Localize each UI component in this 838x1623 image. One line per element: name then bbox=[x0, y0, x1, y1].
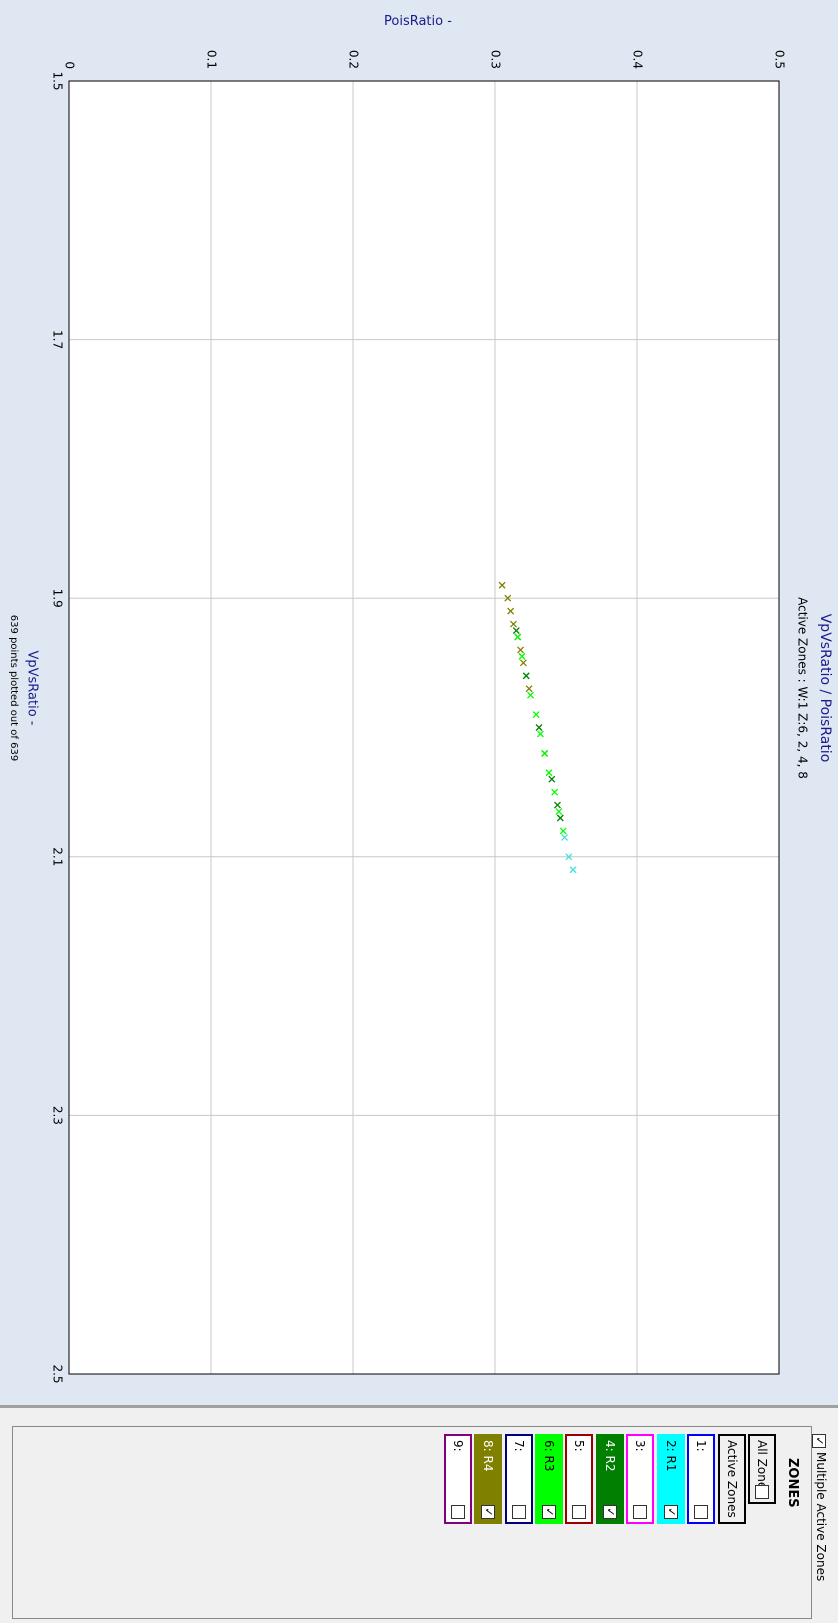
point bbox=[545, 769, 553, 777]
zone-label: 7: bbox=[511, 1440, 526, 1452]
point bbox=[514, 633, 522, 641]
point bbox=[525, 685, 533, 693]
point bbox=[498, 581, 506, 589]
x-tick-label: 2.3 bbox=[51, 1106, 65, 1125]
zone-button[interactable]: 7: bbox=[504, 1434, 533, 1524]
checkbox[interactable] bbox=[450, 1505, 465, 1519]
zone-label: 3: bbox=[633, 1440, 648, 1452]
zone-button[interactable]: 6: R3 ✓ bbox=[535, 1434, 563, 1524]
checkbox[interactable] bbox=[633, 1505, 648, 1519]
header-label: Active Zones bbox=[725, 1440, 739, 1518]
y-tick-label: 0.2 bbox=[347, 50, 361, 69]
zone-button[interactable]: 9: bbox=[443, 1434, 472, 1524]
zone-button[interactable]: 4: R2 ✓ bbox=[595, 1434, 624, 1524]
point bbox=[504, 594, 512, 602]
zone-button[interactable]: 5: bbox=[565, 1434, 594, 1524]
section-title: ZONES bbox=[785, 1458, 800, 1508]
zone-label: 5: bbox=[572, 1440, 587, 1452]
chart: VpVsRatio / PoisRatio Active Zones : W:1… bbox=[8, 50, 833, 1384]
x-tick-label: 2.5 bbox=[51, 1364, 65, 1383]
y-tick-label: 0.1 bbox=[205, 50, 219, 69]
x-tick-label: 1.9 bbox=[51, 589, 65, 608]
x-tick-label: 1.7 bbox=[51, 330, 65, 349]
zone-label: 4: R2 bbox=[602, 1440, 617, 1472]
y-axis-label: PoisRatio - bbox=[384, 14, 452, 29]
y-tick-label: 0.5 bbox=[773, 50, 787, 69]
y-tick-label: 0 bbox=[63, 61, 77, 69]
x-axis-label: VpVsRatio - bbox=[25, 650, 40, 725]
point bbox=[522, 672, 530, 680]
active-zones-header: Active Zones bbox=[718, 1434, 746, 1524]
point bbox=[541, 749, 549, 757]
checkbox[interactable] bbox=[511, 1505, 526, 1519]
all-zones-button[interactable]: All Zones bbox=[748, 1434, 776, 1504]
point bbox=[532, 711, 540, 719]
zone-label: 6: R3 bbox=[542, 1440, 556, 1472]
point bbox=[554, 801, 561, 809]
point bbox=[527, 691, 534, 699]
footnote: 639 points plotted out of 639 bbox=[8, 615, 19, 761]
point bbox=[512, 627, 520, 634]
checkbox[interactable]: ✓ bbox=[812, 1434, 826, 1448]
point bbox=[559, 827, 567, 835]
point bbox=[510, 620, 517, 628]
zone-label: 1: bbox=[694, 1440, 708, 1452]
y-tick-label: 0.3 bbox=[489, 50, 503, 69]
checkbox[interactable]: ✓ bbox=[602, 1505, 617, 1519]
point bbox=[556, 814, 564, 822]
zone-label: 9: bbox=[450, 1440, 465, 1452]
point bbox=[569, 866, 577, 874]
point bbox=[565, 853, 573, 861]
point bbox=[536, 730, 544, 738]
point bbox=[519, 659, 527, 667]
chart-title: VpVsRatio / PoisRatio bbox=[817, 614, 833, 763]
zones-panel: ✓ Multiple Active Zones ZONES All Zones Acti… bbox=[0, 1405, 838, 1623]
zone-button[interactable]: 8: R4 ✓ bbox=[474, 1434, 503, 1524]
point bbox=[535, 724, 543, 731]
x-tick-label: 2.1 bbox=[51, 847, 65, 866]
point bbox=[548, 775, 556, 783]
y-tick-label: 0.4 bbox=[631, 50, 645, 69]
zone-button[interactable]: 3: bbox=[626, 1434, 655, 1524]
chart-subtitle: Active Zones : W:1 Z:6, 2, 4, 8 bbox=[796, 597, 810, 779]
checkbox[interactable] bbox=[755, 1485, 769, 1499]
zone-button[interactable]: 2: R1 ✓ bbox=[656, 1434, 685, 1524]
zone-button[interactable]: 1: bbox=[687, 1434, 715, 1524]
plot-area bbox=[68, 80, 780, 1375]
checkbox[interactable] bbox=[572, 1505, 587, 1519]
checkbox[interactable]: ✓ bbox=[481, 1505, 496, 1519]
point bbox=[551, 788, 559, 796]
point bbox=[517, 646, 525, 654]
option-label: Multiple Active Zones bbox=[814, 1452, 828, 1582]
checkbox[interactable]: ✓ bbox=[663, 1505, 678, 1519]
x-tick-label: 1.5 bbox=[51, 71, 65, 90]
point bbox=[561, 833, 569, 841]
checkbox[interactable] bbox=[694, 1505, 708, 1519]
checkbox[interactable]: ✓ bbox=[542, 1505, 556, 1519]
point bbox=[507, 607, 515, 615]
plot-border bbox=[68, 80, 780, 1375]
point bbox=[555, 808, 563, 816]
zone-label: 2: R1 bbox=[663, 1440, 678, 1472]
zone-label: 8: R4 bbox=[481, 1440, 496, 1472]
point bbox=[518, 652, 526, 660]
